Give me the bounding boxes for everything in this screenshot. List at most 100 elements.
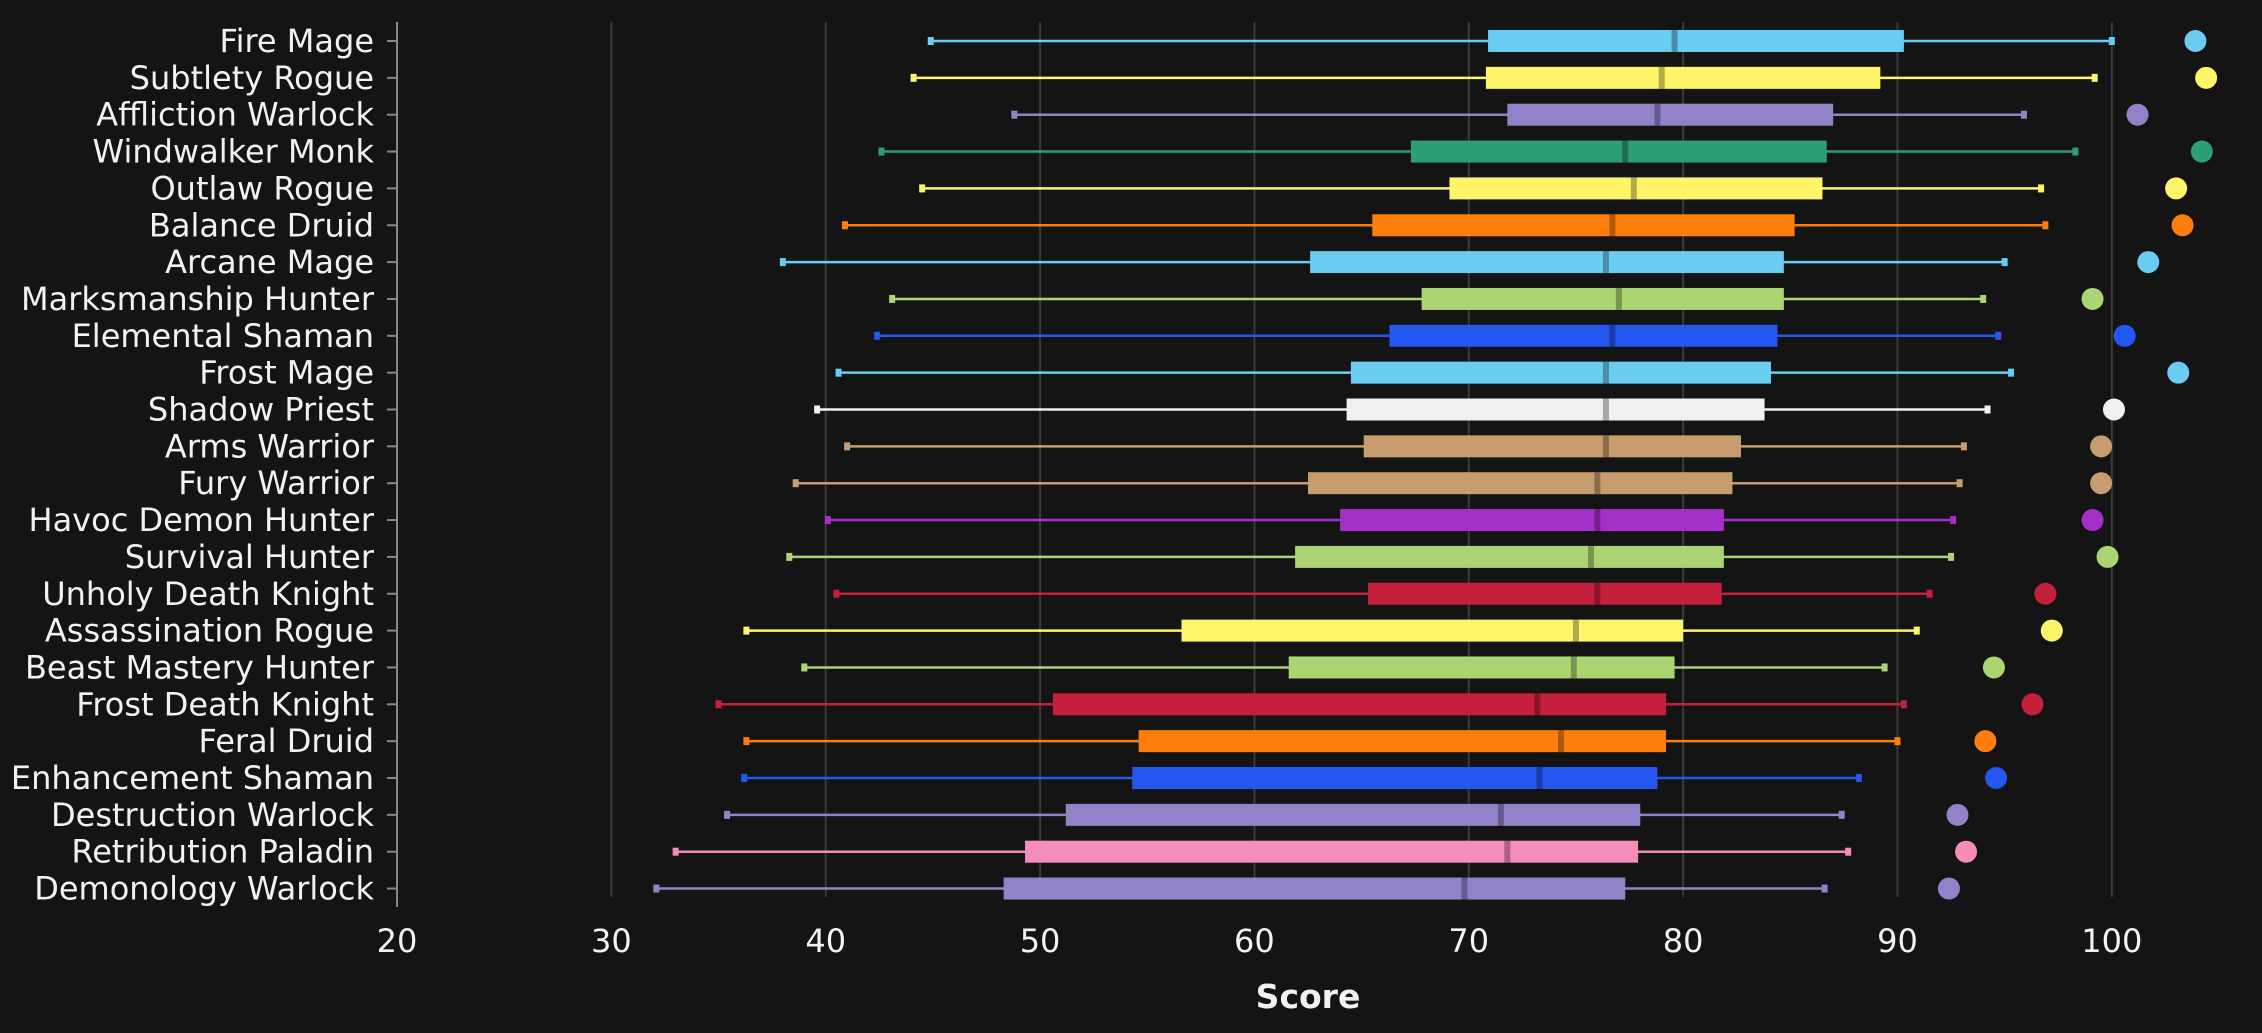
whisker-cap-low xyxy=(927,37,934,45)
x-axis-title: Score xyxy=(1256,977,1361,1016)
box-group xyxy=(743,619,2063,642)
median-mark xyxy=(1602,251,1609,274)
box-group xyxy=(833,582,2057,605)
whisker-cap-high xyxy=(2042,221,2049,230)
x-tick-label: 60 xyxy=(1234,922,1275,960)
median-mark xyxy=(1461,877,1468,900)
median-mark xyxy=(1602,435,1609,458)
category-label: Destruction Warlock xyxy=(51,796,374,834)
x-tick-label: 70 xyxy=(1448,922,1489,960)
whisker-cap-low xyxy=(786,552,793,561)
whisker-cap-high xyxy=(1855,774,1862,782)
category-label: Survival Hunter xyxy=(125,538,375,576)
median-mark xyxy=(1504,840,1511,863)
category-label: Fire Mage xyxy=(220,22,375,60)
max-point xyxy=(2171,214,2194,237)
whisker-cap-low xyxy=(919,184,926,193)
category-label: Arcane Mage xyxy=(165,243,374,281)
iqr-box xyxy=(1181,619,1684,642)
max-point xyxy=(1982,656,2005,679)
category-label: Windwalker Monk xyxy=(93,133,375,171)
iqr-box xyxy=(1308,472,1733,495)
iqr-box xyxy=(1410,140,1827,163)
whisker-cap-high xyxy=(1845,847,1852,856)
median-mark xyxy=(1609,214,1616,237)
iqr-box xyxy=(1052,693,1666,716)
whisker-cap-high xyxy=(1980,294,1987,303)
box-group xyxy=(814,398,2125,421)
box-group xyxy=(786,545,2119,568)
category-label: Assassination Rogue xyxy=(45,612,374,650)
box-group xyxy=(653,877,1960,900)
category-label: Beast Mastery Hunter xyxy=(25,648,375,686)
box-group xyxy=(724,803,1969,826)
iqr-box xyxy=(1003,877,1626,900)
median-mark xyxy=(1602,361,1609,384)
whisker-cap-high xyxy=(2091,73,2098,82)
category-label: Frost Death Knight xyxy=(76,685,374,723)
iqr-box xyxy=(1138,730,1666,753)
box-group xyxy=(878,140,2213,163)
iqr-box xyxy=(1350,361,1772,384)
iqr-box xyxy=(1488,30,1904,52)
whisker-cap-high xyxy=(2108,37,2115,45)
x-tick-label: 90 xyxy=(1877,922,1918,960)
median-mark xyxy=(1671,30,1678,52)
category-label: Enhancement Shaman xyxy=(11,759,374,797)
whisker-cap-low xyxy=(715,700,722,709)
whisker-cap-low xyxy=(824,516,831,525)
whisker-cap-high xyxy=(2020,110,2027,119)
whisker-cap-low xyxy=(779,258,786,267)
whisker-cap-low xyxy=(743,626,750,635)
whisker-cap-low xyxy=(889,294,896,303)
median-mark xyxy=(1630,177,1637,200)
whisker-cap-high xyxy=(2008,368,2015,377)
box-group xyxy=(927,30,2207,52)
whisker-cap-high xyxy=(1838,810,1845,819)
iqr-box xyxy=(1340,509,1724,532)
whisker-cap-low xyxy=(1011,110,1018,119)
box-group xyxy=(672,840,1978,863)
whisker-cap-high xyxy=(1913,626,1920,635)
box-group xyxy=(792,472,2113,495)
whisker-cap-high xyxy=(1894,737,1901,746)
iqr-box xyxy=(1449,177,1823,200)
category-label: Havoc Demon Hunter xyxy=(29,501,375,539)
iqr-box xyxy=(1363,435,1741,458)
whisker-cap-low xyxy=(844,442,851,451)
whisker-cap-low xyxy=(801,663,808,672)
whisker-cap-low xyxy=(743,737,750,746)
whisker-cap-high xyxy=(1881,663,1888,672)
median-mark xyxy=(1572,619,1579,642)
category-label: Marksmanship Hunter xyxy=(21,280,375,318)
x-tick-label: 80 xyxy=(1663,922,1704,960)
whisker-cap-low xyxy=(878,147,885,156)
iqr-box xyxy=(1310,251,1784,274)
category-label: Elemental Shaman xyxy=(72,317,374,355)
x-tick-label: 20 xyxy=(377,922,418,960)
whisker-cap-low xyxy=(833,589,840,598)
box-group xyxy=(874,324,2136,347)
max-point xyxy=(2190,140,2213,163)
iqr-box xyxy=(1065,803,1641,826)
median-mark xyxy=(1534,693,1541,716)
whisker-cap-high xyxy=(2001,258,2008,267)
median-mark xyxy=(1497,803,1504,826)
iqr-box xyxy=(1372,214,1795,237)
median-mark xyxy=(1536,767,1543,789)
median-mark xyxy=(1609,324,1616,347)
iqr-box xyxy=(1132,767,1658,789)
max-point xyxy=(1974,730,1997,753)
marks-layer xyxy=(653,30,2218,900)
median-mark xyxy=(1654,103,1661,126)
x-tick-label: 100 xyxy=(2081,922,2142,960)
x-tick-label: 30 xyxy=(591,922,632,960)
whisker-cap-low xyxy=(910,73,917,82)
max-point xyxy=(2090,472,2113,495)
max-point xyxy=(2113,324,2136,347)
max-point xyxy=(1937,877,1960,900)
grid-layer xyxy=(610,22,2113,897)
whisker-cap-low xyxy=(724,810,731,819)
category-label: Affliction Warlock xyxy=(96,96,374,134)
